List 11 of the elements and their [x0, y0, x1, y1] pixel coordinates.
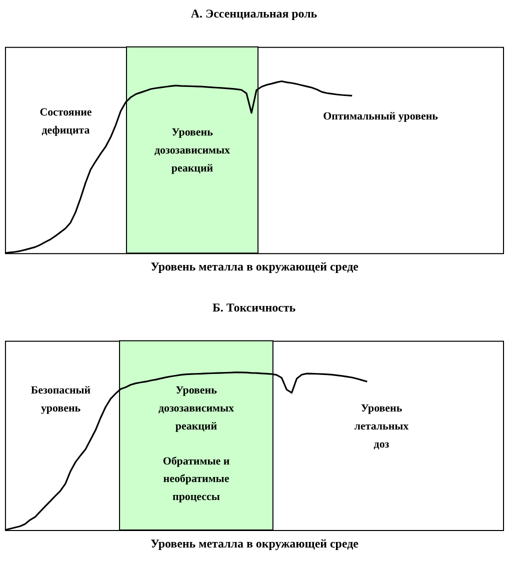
- annotation: Уровень летальных доз: [354, 402, 410, 450]
- annotation: Уровень дозозависимых реакций: [154, 126, 231, 174]
- annotation: Состояние дефицита: [40, 106, 92, 137]
- x-axis-title: Уровень металла в окружающей среде: [150, 536, 358, 550]
- annotation: Оптимальный уровень: [323, 110, 438, 123]
- chart-title: Б. Токсичность: [212, 300, 296, 314]
- annotation: Безопасный уровень: [30, 384, 92, 414]
- chart-title: А. Эссенциальная роль: [190, 6, 318, 21]
- annotation: Уровень дозозависимых реакций: [158, 384, 234, 432]
- x-axis-title: Уровень металла в окружающей среде: [150, 260, 358, 274]
- annotation: Обратимые и необратимые процессы: [162, 455, 230, 504]
